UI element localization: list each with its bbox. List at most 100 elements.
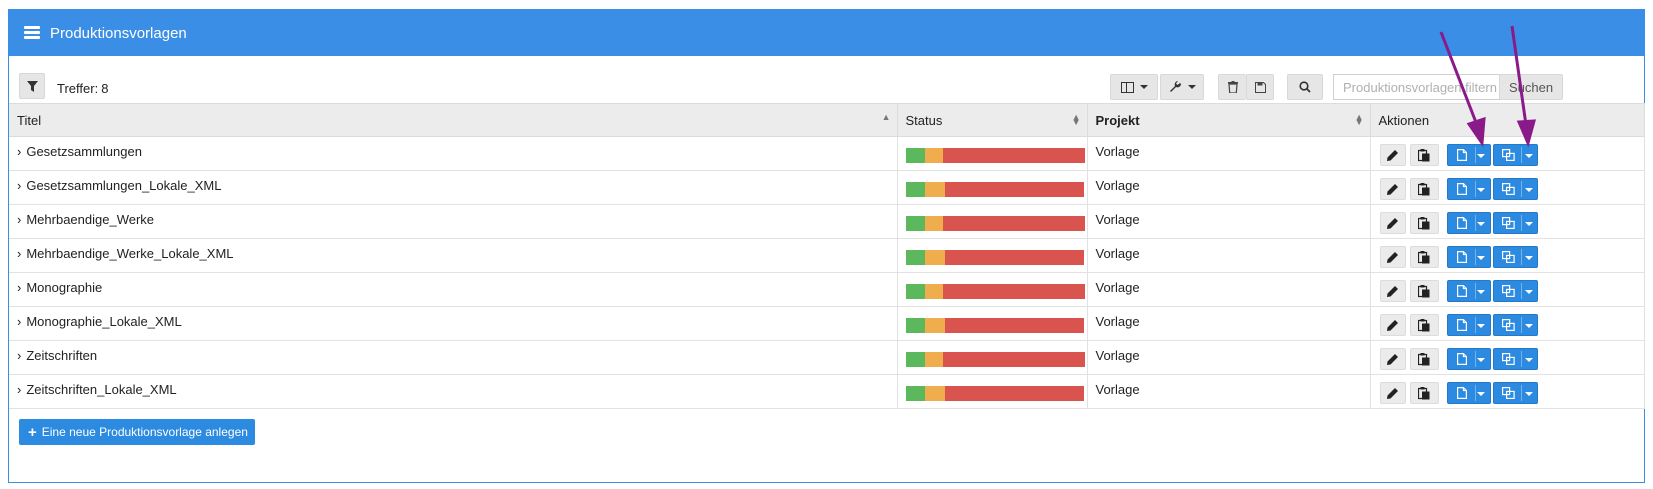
status-open-segment [925, 386, 945, 401]
title-cell: › Gesetzsammlungen_Lokale_XML [9, 170, 898, 205]
filter-button[interactable] [19, 73, 45, 99]
chevron-down-icon[interactable] [1476, 358, 1485, 362]
chevron-down-icon[interactable] [1476, 324, 1485, 328]
chevron-down-icon[interactable] [1524, 290, 1533, 294]
chevron-down-icon[interactable] [1524, 392, 1533, 396]
chevron-right-icon[interactable]: › [17, 178, 22, 193]
edit-button[interactable] [1379, 246, 1406, 268]
mass-import-split-button[interactable] [1492, 178, 1538, 200]
chevron-right-icon[interactable]: › [17, 348, 22, 363]
create-process-split-button[interactable] [1446, 246, 1491, 268]
mass-import-split-button[interactable] [1492, 144, 1538, 166]
table-row[interactable]: › Mehrbaendige_Werke Vorlage [9, 204, 1645, 239]
duplicate-button[interactable] [1409, 212, 1439, 234]
project-name: Vorlage [1095, 246, 1140, 261]
chevron-down-icon[interactable] [1524, 256, 1533, 260]
chevron-down-icon[interactable] [1524, 324, 1533, 328]
table-row[interactable]: › Zeitschriften_Lokale_XML Vorlage [9, 374, 1645, 409]
table-row[interactable]: › Mehrbaendige_Werke_Lokale_XML Vorlage [9, 238, 1645, 273]
project-name: Vorlage [1095, 382, 1140, 397]
table-row[interactable]: › Zeitschriften Vorlage [9, 340, 1645, 375]
duplicate-button[interactable] [1409, 314, 1439, 336]
duplicate-button[interactable] [1409, 382, 1439, 404]
search-button[interactable]: Suchen [1499, 74, 1563, 100]
chevron-down-icon[interactable] [1476, 188, 1485, 192]
status-open-segment [925, 148, 944, 163]
file-icon [1456, 285, 1467, 297]
create-process-split-button[interactable] [1446, 178, 1491, 200]
status-open-segment [925, 318, 945, 333]
duplicate-button[interactable] [1409, 348, 1439, 370]
column-chooser-button[interactable] [1110, 74, 1158, 100]
chevron-down-icon[interactable] [1476, 290, 1485, 294]
clipboard-icon [1418, 148, 1430, 161]
create-process-split-button[interactable] [1446, 280, 1491, 302]
duplicate-button[interactable] [1409, 144, 1439, 166]
file-icon [1456, 217, 1467, 229]
actions-cell [1369, 136, 1645, 171]
mass-import-split-button[interactable] [1492, 348, 1538, 370]
edit-button[interactable] [1379, 348, 1406, 370]
split-separator [1520, 317, 1522, 333]
split-separator [1474, 351, 1476, 367]
status-open-segment [925, 250, 945, 265]
edit-button[interactable] [1379, 314, 1406, 336]
table-row[interactable]: › Gesetzsammlungen_Lokale_XML Vorlage [9, 170, 1645, 205]
chevron-down-icon[interactable] [1524, 358, 1533, 362]
column-header-title[interactable]: Titel ▲ [9, 103, 898, 137]
create-process-split-button[interactable] [1446, 212, 1491, 234]
chevron-right-icon[interactable]: › [17, 212, 22, 227]
file-icon [1456, 251, 1467, 263]
chevron-down-icon[interactable] [1476, 256, 1485, 260]
save-button[interactable] [1246, 74, 1274, 100]
chevron-down-icon[interactable] [1476, 154, 1485, 158]
table-row[interactable]: › Monographie Vorlage [9, 272, 1645, 307]
chevron-down-icon[interactable] [1476, 392, 1485, 396]
chevron-right-icon[interactable]: › [17, 280, 22, 295]
create-process-split-button[interactable] [1446, 348, 1491, 370]
wrench-icon [1169, 80, 1181, 92]
chevron-right-icon[interactable]: › [17, 314, 22, 329]
edit-button[interactable] [1379, 144, 1406, 166]
create-process-split-button[interactable] [1446, 144, 1491, 166]
project-cell: Vorlage [1086, 136, 1371, 171]
create-process-split-button[interactable] [1446, 382, 1491, 404]
table-row[interactable]: › Gesetzsammlungen Vorlage [9, 136, 1645, 171]
mass-import-split-button[interactable] [1492, 212, 1538, 234]
chevron-right-icon[interactable]: › [17, 144, 22, 159]
chevron-down-icon[interactable] [1524, 188, 1533, 192]
create-process-split-button[interactable] [1446, 314, 1491, 336]
column-header-label: Status [905, 112, 943, 128]
mass-import-split-button[interactable] [1492, 382, 1538, 404]
table-row[interactable]: › Monographie_Lokale_XML Vorlage [9, 306, 1645, 341]
duplicate-button[interactable] [1409, 246, 1439, 268]
duplicate-button[interactable] [1409, 178, 1439, 200]
tools-button[interactable] [1160, 74, 1204, 100]
edit-button[interactable] [1379, 212, 1406, 234]
search-icon [1299, 81, 1311, 93]
edit-button[interactable] [1379, 382, 1406, 404]
chevron-down-icon[interactable] [1524, 222, 1533, 226]
column-header-status[interactable]: Status ▲ ▼ [896, 103, 1088, 137]
chevron-down-icon[interactable] [1476, 222, 1485, 226]
status-done-segment [905, 318, 926, 333]
chevron-right-icon[interactable]: › [17, 246, 22, 261]
create-template-button[interactable]: + Eine neue Produktionsvorlage anlegen [19, 419, 255, 445]
delete-button[interactable] [1218, 74, 1246, 100]
edit-button[interactable] [1379, 178, 1406, 200]
title-cell: › Zeitschriften [9, 340, 898, 375]
edit-button[interactable] [1379, 280, 1406, 302]
hits-count: 8 [101, 81, 109, 96]
project-name: Vorlage [1095, 178, 1140, 193]
mass-import-split-button[interactable] [1492, 314, 1538, 336]
duplicate-button[interactable] [1409, 280, 1439, 302]
chevron-down-icon[interactable] [1524, 154, 1533, 158]
column-header-project[interactable]: Projekt ▲ ▼ [1086, 103, 1371, 137]
search-input[interactable]: Produktionsvorlagen filtern [1333, 74, 1500, 100]
project-name: Vorlage [1095, 314, 1140, 329]
chevron-right-icon[interactable]: › [17, 382, 22, 397]
project-name: Vorlage [1095, 144, 1140, 159]
mass-import-split-button[interactable] [1492, 280, 1538, 302]
template-title: Gesetzsammlungen_Lokale_XML [26, 178, 222, 193]
mass-import-split-button[interactable] [1492, 246, 1538, 268]
